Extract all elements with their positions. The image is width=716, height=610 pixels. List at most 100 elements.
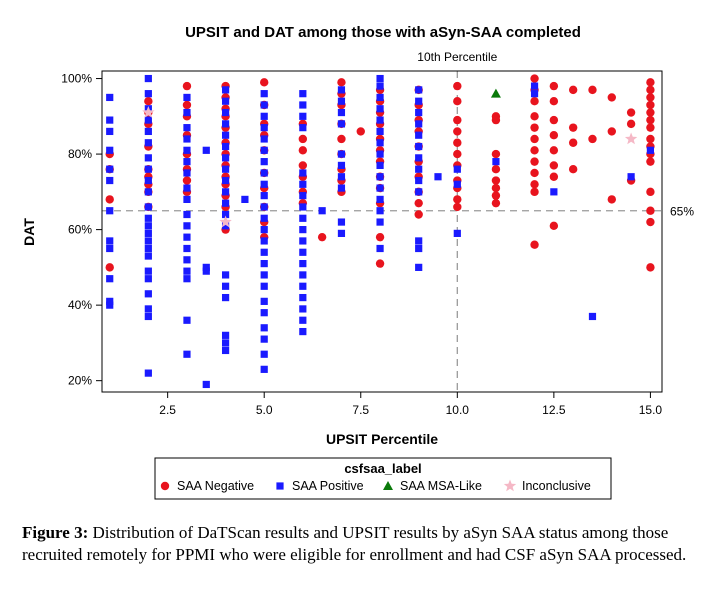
data-point-saa-positive [260,203,268,211]
data-point-saa-positive [202,267,210,275]
data-point-saa-positive [337,218,346,226]
data-point-saa-positive [415,120,423,128]
data-point-saa-positive [260,365,268,373]
data-point-saa-positive [183,267,191,275]
data-point-saa-positive [144,74,152,83]
legend-box [154,457,612,500]
data-point-saa-positive [260,192,268,200]
data-point-saa-positive [260,335,268,343]
data-point-saa-negative [549,131,559,140]
data-point-saa-negative [646,93,655,102]
data-point-saa-positive [183,146,191,154]
data-point-inconclusive [219,215,232,228]
data-point-saa-positive [221,86,230,94]
x-axis-label: UPSIT Percentile [326,431,438,447]
data-point-saa-positive [376,195,384,203]
data-point-saa-positive [183,195,191,203]
legend-marker-saa-positive [276,482,284,490]
data-point-saa-negative [646,78,655,87]
data-point-saa-negative [549,115,559,125]
data-point-saa-positive [106,301,114,309]
data-point-saa-positive [106,297,114,305]
data-point-saa-positive [183,244,191,253]
data-point-saa-positive [106,244,114,253]
data-point-saa-positive [415,131,423,139]
data-point-saa-positive [241,195,249,203]
data-point-saa-negative [105,263,114,272]
data-point-saa-positive [183,350,191,358]
data-point-saa-positive [144,116,152,124]
data-point-saa-positive [144,154,152,162]
data-point-saa-negative [317,232,327,242]
data-point-saa-negative [491,198,501,208]
data-point-saa-positive [106,237,114,245]
data-point-saa-positive [337,150,346,158]
data-point-saa-positive [415,188,423,196]
data-point-saa-positive [376,184,384,192]
data-point-saa-positive [144,176,152,185]
data-point-saa-positive [260,146,268,154]
data-point-saa-positive [299,305,307,313]
data-point-saa-positive [260,271,268,279]
data-point-saa-positive [299,316,307,324]
data-point-saa-positive [260,260,268,268]
data-point-saa-negative [568,164,578,174]
data-point-saa-positive [646,146,655,154]
legend-marker-saa-negative [160,481,170,491]
data-point-saa-positive [221,331,230,339]
data-point-saa-positive [183,124,191,132]
data-point-saa-negative [530,74,539,83]
data-point-saa-negative [337,134,346,144]
data-point-saa-negative [491,149,501,159]
data-point-saa-positive [299,282,307,290]
data-point-saa-positive [299,226,307,234]
data-point-saa-positive [183,233,191,241]
data-point-saa-positive [221,210,230,219]
data-point-saa-negative [646,115,655,125]
data-point-saa-positive [299,112,307,120]
data-point-saa-positive [183,222,191,230]
data-point-saa-negative [646,100,655,110]
data-point-saa-positive [183,135,191,143]
data-point-saa-positive [144,188,152,196]
legend-label-saa-negative: SAA Negative [177,479,254,493]
data-point-saa-positive [144,237,152,245]
data-point-saa-positive [221,293,230,302]
legend-title: csfsaa_label [344,461,421,476]
data-point-saa-positive [299,180,307,188]
data-point-saa-positive [183,210,191,219]
data-point-saa-negative [568,85,578,95]
data-point-saa-positive [492,158,500,166]
chart-title: UPSIT and DAT among those with aSyn-SAA … [185,24,581,41]
data-point-saa-negative [182,176,192,185]
data-point-saa-negative [453,202,462,212]
data-point-saa-positive [260,90,268,98]
data-point-inconclusive [142,106,155,118]
legend: csfsaa_label SAA Negative SAA Positive SAA… [154,457,612,500]
data-point-saa-positive [299,293,307,302]
data-point-saa-negative [530,168,539,178]
data-point-saa-negative [491,183,501,193]
data-point-saa-negative [568,123,578,132]
data-point-saa-positive [144,90,152,98]
y-tick-label: 40% [68,298,92,312]
y-tick-label: 80% [68,147,92,161]
data-point-saa-positive [144,252,152,260]
data-point-saa-negative [453,149,462,159]
data-point-saa-negative [530,240,539,249]
data-point-saa-positive [260,180,268,188]
data-point-saa-positive [144,203,152,211]
data-point-saa-positive [106,176,114,185]
plot-frame [101,70,663,393]
data-point-saa-negative [607,195,616,204]
data-point-saa-positive [453,165,461,173]
data-point-saa-positive [376,105,384,113]
y-axis-label: DAT [21,218,37,246]
data-point-saa-positive [260,324,268,332]
y-tick-label: 20% [68,374,92,388]
data-point-saa-positive [144,290,152,298]
data-point-saa-negative [530,187,539,197]
data-point-saa-positive [415,86,423,94]
data-point-saa-positive [299,101,307,109]
x-tick-label: 7.5 [352,403,369,417]
